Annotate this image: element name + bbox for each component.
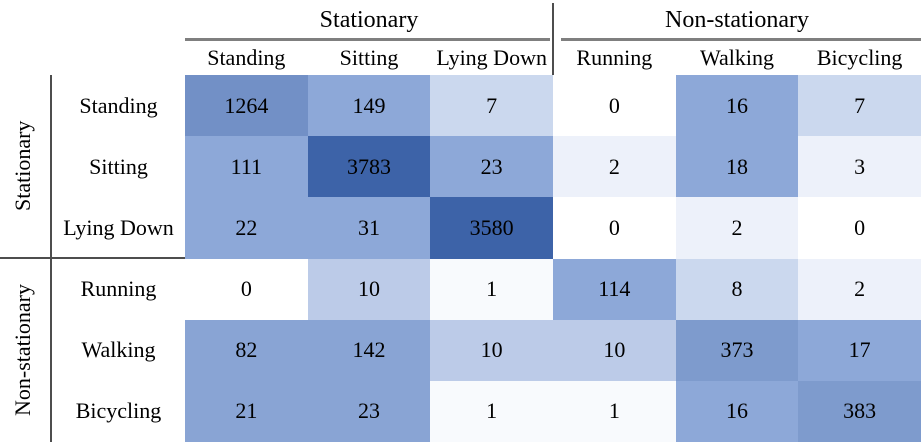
row-label-standing: Standing — [79, 92, 158, 118]
matrix-cell: 1 — [430, 258, 553, 320]
row-group-stationary-label: Stationary — [10, 120, 35, 212]
col-label-lying-down: Lying Down — [436, 45, 547, 70]
col-label-running: Running — [576, 45, 653, 70]
matrix-cell: 0 — [552, 75, 676, 137]
matrix-cell: 17 — [798, 319, 921, 381]
column-labels: Standing Sitting Lying Down Running Walking B… — [185, 40, 921, 75]
matrix-cell: 142 — [307, 319, 431, 381]
row-label-lying-down: Lying Down — [63, 214, 174, 240]
matrix-cell: 2 — [552, 136, 676, 198]
matrix-cell: 23 — [307, 380, 431, 442]
matrix-cell: 8 — [675, 258, 799, 320]
matrix-cell: 10 — [552, 319, 676, 381]
matrix-cell: 31 — [307, 197, 431, 259]
heatmap-grid: 1264 149 7 0 16 7 111 3783 23 2 18 3 22 31 3580 0 2 0 0 10 1… — [185, 75, 921, 442]
matrix-cell: 7 — [798, 75, 921, 137]
row-label-walking: Walking — [81, 337, 156, 363]
row-label-bicycling: Bicycling — [75, 398, 162, 424]
matrix-cell: 1 — [552, 380, 676, 442]
col-label-walking: Walking — [699, 45, 774, 70]
matrix-cell: 3783 — [307, 136, 431, 198]
matrix-cell: 114 — [552, 258, 676, 320]
matrix-cell: 16 — [675, 380, 799, 442]
matrix-cell: 82 — [185, 319, 308, 381]
matrix-cell: 1 — [430, 380, 553, 442]
row-group-non-stationary-label: Non-stationary — [10, 284, 35, 417]
matrix-cell: 373 — [675, 319, 799, 381]
matrix-cell: 7 — [430, 75, 553, 137]
matrix-cell: 18 — [675, 136, 799, 198]
matrix-cell: 3 — [798, 136, 921, 198]
matrix-cell: 2 — [675, 197, 799, 259]
matrix-cell: 21 — [185, 380, 308, 442]
row-labels: Standing Sitting Lying Down Running Walking B… — [52, 75, 185, 442]
matrix-cell: 16 — [675, 75, 799, 137]
matrix-cell: 10 — [307, 258, 431, 320]
stationary-underline — [185, 38, 550, 41]
non-stationary-underline — [561, 38, 921, 41]
matrix-cell: 10 — [430, 319, 553, 381]
row-label-running: Running — [80, 276, 157, 302]
col-label-bicycling: Bicycling — [816, 45, 903, 70]
matrix-cell: 0 — [185, 258, 308, 320]
matrix-cell: 22 — [185, 197, 308, 259]
col-label-sitting: Sitting — [339, 45, 399, 70]
row-group-divider-line — [0, 257, 185, 259]
row-label-sitting: Sitting — [89, 153, 148, 179]
matrix-cell: 149 — [307, 75, 431, 137]
matrix-cell: 111 — [185, 136, 308, 198]
col-group-non-stationary-label: Non-stationary — [665, 7, 809, 33]
col-label-standing: Standing — [207, 45, 286, 70]
matrix-cell: 1264 — [185, 75, 308, 137]
matrix-cell: 0 — [552, 197, 676, 259]
matrix-cell: 2 — [798, 258, 921, 320]
matrix-cell: 3580 — [430, 197, 553, 259]
matrix-cell: 0 — [798, 197, 921, 259]
col-group-stationary-label: Stationary — [319, 7, 419, 33]
matrix-cell: 383 — [798, 380, 921, 442]
matrix-cell: 23 — [430, 136, 553, 198]
column-group-divider-line — [552, 3, 554, 75]
